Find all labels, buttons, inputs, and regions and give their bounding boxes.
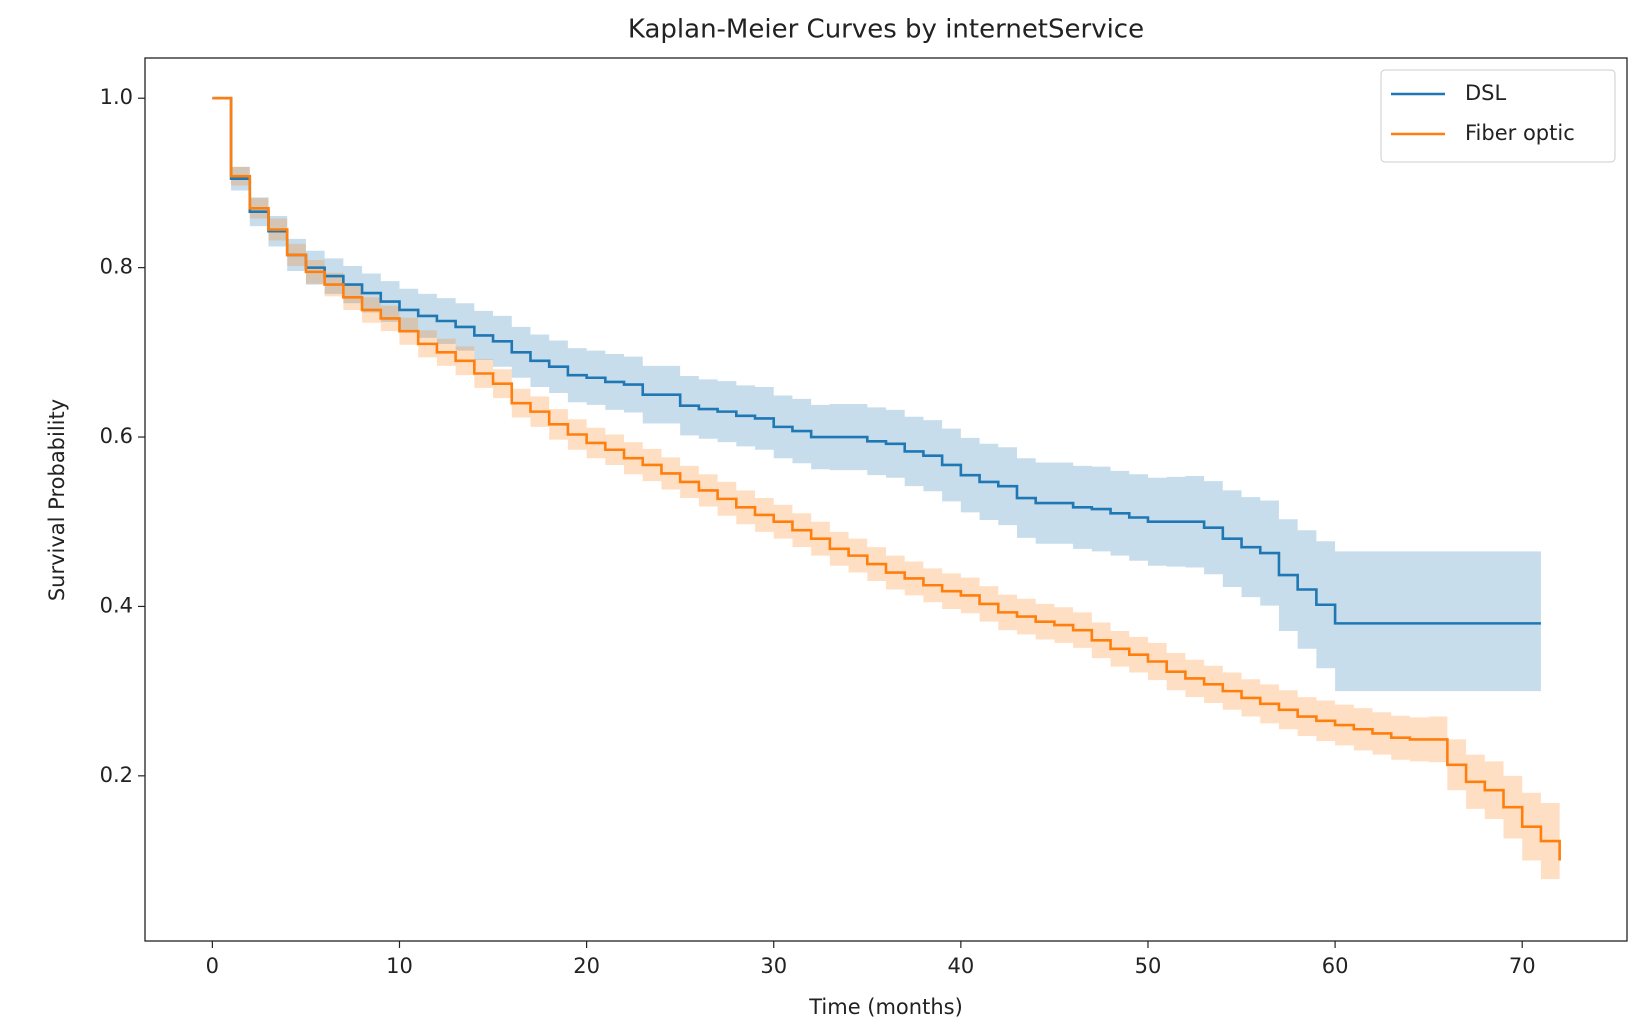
y-tick-label: 1.0 [100, 85, 133, 109]
survival-curve [212, 96, 1541, 625]
x-tick-label: 70 [1509, 954, 1536, 978]
chart-title: Kaplan-Meier Curves by internetService [628, 15, 1144, 45]
plot-frame [144, 57, 1628, 942]
y-tick-label: 0.2 [100, 763, 133, 787]
x-tick-label: 60 [1322, 954, 1349, 978]
confidence-band [212, 98, 1560, 899]
legend-label: Fiber optic [1465, 121, 1575, 145]
y-tick-label: 0.4 [100, 593, 133, 617]
x-tick-label: 30 [760, 954, 787, 978]
y-axis-label: Survival Probability [45, 399, 69, 601]
survival-curve [212, 96, 1561, 861]
y-tick-label: 0.8 [100, 255, 133, 279]
y-tick-label: 0.6 [100, 424, 133, 448]
x-tick-label: 20 [573, 954, 600, 978]
x-tick-label: 50 [1135, 954, 1162, 978]
x-axis-label: Time (months) [808, 995, 963, 1019]
x-tick-label: 10 [386, 954, 413, 978]
confidence-band [212, 98, 1541, 692]
x-tick-label: 40 [947, 954, 974, 978]
legend-label: DSL [1465, 81, 1507, 105]
x-tick-label: 0 [206, 954, 219, 978]
